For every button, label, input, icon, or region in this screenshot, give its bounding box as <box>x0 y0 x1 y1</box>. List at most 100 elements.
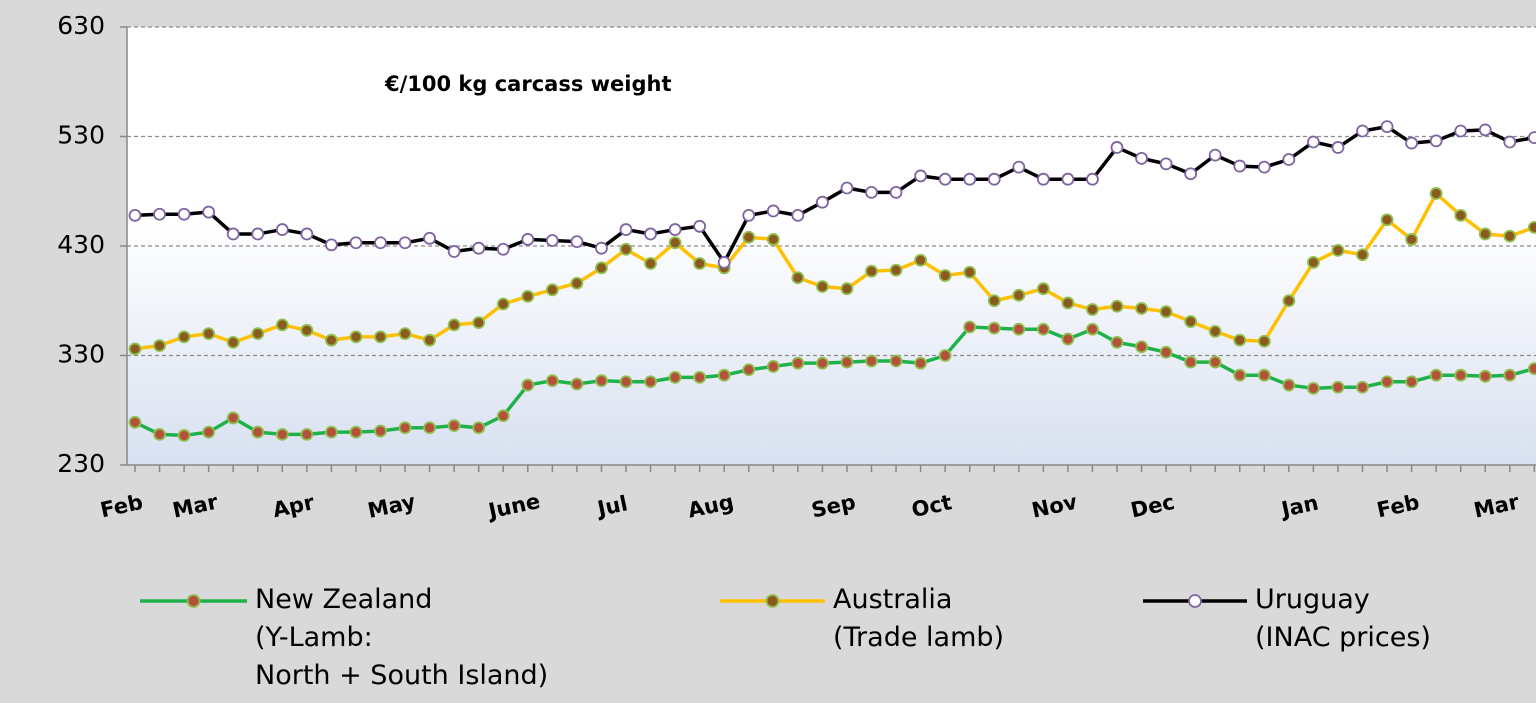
data-point <box>840 282 854 296</box>
data-point <box>1356 124 1369 138</box>
legend-marker <box>765 594 780 608</box>
data-point <box>889 263 903 277</box>
data-point <box>693 370 707 384</box>
data-point <box>1307 256 1320 269</box>
x-tick-label: June <box>484 489 542 524</box>
data-point <box>521 378 535 392</box>
data-point <box>570 377 584 391</box>
data-point <box>668 223 682 236</box>
data-point <box>914 253 927 267</box>
data-point <box>324 238 338 252</box>
data-point <box>1405 136 1418 150</box>
data-point <box>1429 187 1443 200</box>
data-point <box>791 208 805 222</box>
data-point <box>1208 148 1222 162</box>
data-point <box>1503 368 1517 382</box>
data-point <box>865 354 878 368</box>
y-tick-label: 430 <box>57 230 105 259</box>
data-point <box>472 316 486 330</box>
data-point <box>349 425 363 439</box>
data-point <box>226 335 240 349</box>
data-point <box>1503 229 1517 243</box>
data-point <box>1429 134 1443 148</box>
data-point <box>914 169 927 183</box>
data-point <box>423 231 437 245</box>
data-point <box>840 355 854 369</box>
data-point <box>1036 322 1050 336</box>
legend-swatch <box>1143 594 1247 608</box>
data-point <box>987 294 1001 308</box>
x-tick-label: Oct <box>909 490 953 522</box>
data-point <box>447 419 461 432</box>
data-point <box>865 185 878 199</box>
data-point <box>1061 296 1075 310</box>
data-point <box>693 219 707 233</box>
data-point <box>963 265 977 279</box>
data-point <box>914 356 927 370</box>
data-point <box>1012 322 1026 336</box>
data-point <box>545 283 559 297</box>
data-point <box>1110 335 1124 349</box>
data-point <box>938 269 952 282</box>
data-point <box>742 208 756 222</box>
data-point <box>496 297 510 311</box>
legend-label: Australia (Trade lamb) <box>833 584 1005 653</box>
data-point <box>1307 135 1320 149</box>
data-point <box>570 276 584 290</box>
data-point <box>1478 369 1492 383</box>
data-point <box>1110 299 1124 313</box>
x-tick-label: Feb <box>1375 490 1422 522</box>
data-point <box>1036 172 1050 186</box>
data-point <box>619 375 633 389</box>
data-point <box>300 323 314 337</box>
data-point <box>153 427 166 441</box>
data-point <box>1184 167 1198 181</box>
data-point <box>472 241 486 255</box>
data-point <box>128 415 142 429</box>
x-tick-label: Sep <box>809 490 857 523</box>
data-point <box>349 330 363 344</box>
data-point <box>816 280 829 293</box>
legend-label: New Zealand (Y-Lamb: North + South Islan… <box>255 584 549 691</box>
data-point <box>1356 248 1369 262</box>
data-point <box>324 333 338 347</box>
data-point <box>545 374 559 388</box>
data-point <box>1380 213 1394 227</box>
data-point <box>300 227 314 241</box>
data-point <box>865 264 878 278</box>
data-point <box>128 208 142 222</box>
data-point <box>742 363 756 377</box>
data-point <box>1012 160 1026 174</box>
data-point <box>987 172 1001 186</box>
data-point <box>1331 243 1345 257</box>
data-point <box>275 427 289 441</box>
data-point <box>693 257 707 270</box>
x-tick-label: Feb <box>98 490 145 522</box>
data-point <box>889 354 903 368</box>
data-point <box>717 256 731 269</box>
data-point <box>619 242 633 256</box>
data-point <box>398 327 412 341</box>
data-point <box>1135 302 1148 315</box>
data-point <box>1527 131 1536 144</box>
data-point <box>251 425 265 439</box>
data-point <box>1307 381 1320 395</box>
x-tick-label: Dec <box>1129 490 1177 523</box>
data-point <box>423 421 437 435</box>
data-point <box>1503 135 1517 149</box>
data-point <box>398 421 412 435</box>
data-point <box>1478 227 1492 241</box>
x-tick-label: Apr <box>271 490 317 522</box>
data-point <box>1184 315 1198 328</box>
data-point <box>202 205 216 219</box>
y-tick-label: 630 <box>57 11 105 40</box>
legend-swatch <box>720 594 825 608</box>
data-point <box>938 349 952 362</box>
x-tick-label: Jul <box>593 491 629 521</box>
data-point <box>374 330 387 344</box>
data-point <box>1086 322 1099 336</box>
data-point <box>1110 141 1124 154</box>
x-tick-label: Mar <box>170 490 220 523</box>
data-point <box>1135 340 1148 354</box>
